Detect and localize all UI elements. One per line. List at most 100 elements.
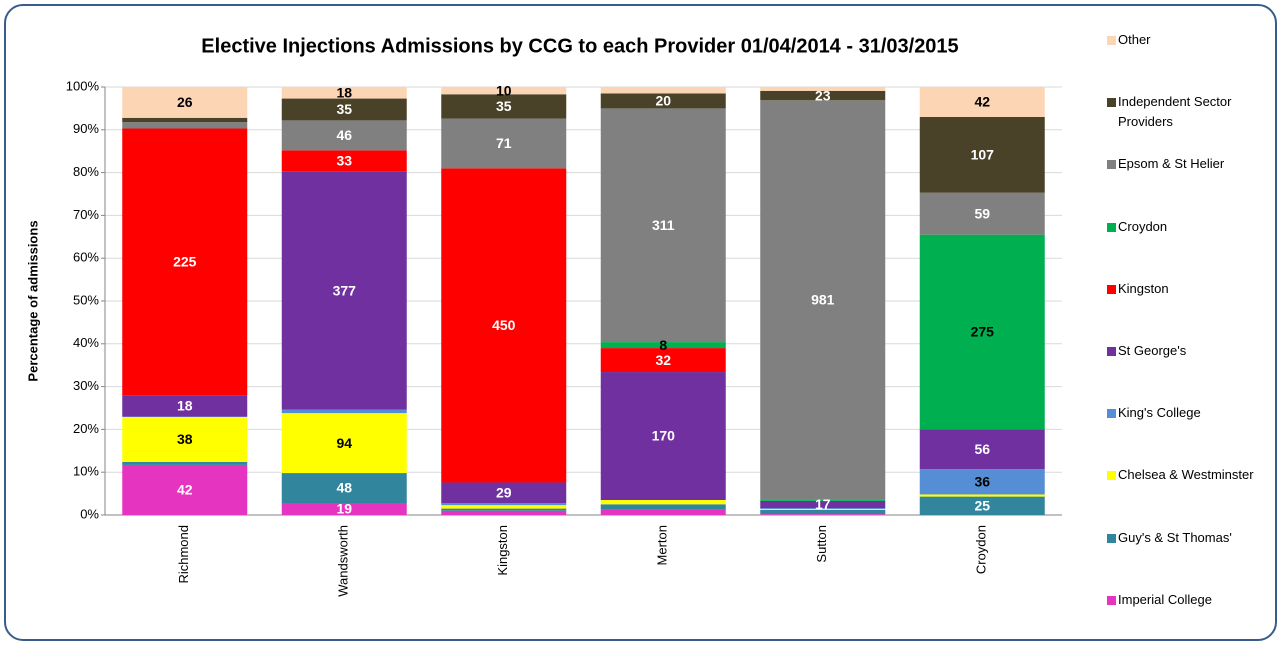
bar-segment [600, 87, 726, 94]
data-label: 36 [974, 474, 990, 490]
data-label: 56 [974, 441, 990, 457]
x-tick-label: Kingston [495, 525, 510, 576]
x-tick-label: Sutton [814, 525, 829, 563]
legend-label: Imperial College [1118, 591, 1212, 607]
data-label: 170 [652, 428, 676, 444]
bar-segment [122, 416, 248, 462]
data-label: 18 [336, 84, 352, 100]
y-axis-title: Percentage of admissions [25, 220, 40, 381]
legend-label: Chelsea & Westminster [1118, 467, 1254, 483]
legend-item: St George's [1107, 341, 1268, 361]
data-label: 33 [336, 153, 352, 169]
data-label: 311 [652, 217, 675, 233]
bar-segment [919, 496, 1045, 515]
data-label: 32 [655, 352, 671, 368]
data-label: 10 [496, 82, 512, 98]
bar-segment [281, 87, 407, 99]
y-tick-label: 90% [73, 121, 99, 136]
bar-segment [600, 500, 726, 505]
data-label: 35 [496, 98, 512, 114]
data-label: 26 [177, 94, 193, 110]
legend-item: Imperial College [1107, 590, 1268, 610]
bar-segment [441, 482, 567, 504]
bar-segment [760, 500, 886, 509]
bar-segment [122, 464, 248, 515]
bar-segment [122, 87, 248, 118]
bar-segment [760, 509, 886, 515]
x-tick-label: Richmond [176, 525, 191, 584]
legend-label: Kingston [1118, 280, 1169, 296]
data-label: 38 [177, 431, 193, 447]
legend-item: Independent Sector Providers [1107, 92, 1268, 132]
legend-item: Kingston [1107, 279, 1268, 299]
legend-swatch [1107, 471, 1116, 481]
bar-segment [919, 494, 1045, 497]
data-label: 20 [655, 93, 671, 109]
bar-segment [919, 116, 1045, 193]
bar-segment [600, 93, 726, 109]
bar-segment [122, 128, 248, 396]
legend-label: Epsom & St Helier [1118, 156, 1225, 172]
bar-segment [441, 168, 567, 483]
data-label: 94 [336, 435, 352, 451]
legend-swatch [1107, 284, 1116, 294]
legend-swatch [1107, 409, 1116, 419]
bar-segment [122, 461, 248, 465]
legend-swatch [1107, 160, 1116, 170]
legend-label: Other [1118, 32, 1151, 47]
legend-item: Other [1107, 30, 1268, 50]
legend-item: King's College [1107, 403, 1268, 423]
data-label: 23 [815, 87, 831, 103]
legend-swatch [1107, 347, 1116, 356]
legend-item: Guy's & St Thomas' [1107, 528, 1268, 548]
y-tick-label: 60% [73, 250, 99, 265]
bar-segment [760, 514, 886, 515]
bar-segment [281, 413, 407, 474]
bar-segment [760, 87, 886, 91]
bar-segment [281, 171, 407, 410]
data-label: 17 [815, 496, 831, 512]
data-label: 8 [659, 337, 667, 353]
bar-segment [281, 409, 407, 414]
bar-segment [760, 499, 886, 501]
bar-segment [441, 118, 567, 169]
legend-swatch [1107, 533, 1116, 543]
bar-segment [441, 94, 567, 119]
legend-label: Croydon [1118, 218, 1168, 234]
legend-swatch [1107, 98, 1116, 108]
bar-segment [600, 509, 726, 515]
data-label: 19 [336, 501, 352, 517]
legend-item: Croydon [1107, 217, 1268, 237]
data-label: 42 [177, 482, 193, 498]
bar-segment [760, 100, 886, 500]
y-tick-label: 100% [66, 78, 100, 93]
data-label: 71 [496, 135, 512, 151]
bar-segment [919, 234, 1045, 430]
x-tick-label: Croydon [974, 525, 989, 574]
data-label: 42 [974, 94, 990, 110]
data-label: 377 [333, 282, 357, 298]
legend-label: Independent Sector Providers [1118, 94, 1232, 130]
bar-segment [760, 90, 886, 101]
bar-segment [281, 473, 407, 504]
bar-segment [441, 87, 567, 95]
data-label: 450 [492, 317, 516, 333]
data-label: 225 [173, 254, 197, 270]
data-label: 275 [971, 324, 995, 340]
data-label: 59 [974, 205, 990, 221]
bar-segment [600, 108, 726, 343]
bar-segment [600, 372, 726, 501]
data-label: 18 [177, 398, 193, 414]
y-tick-label: 50% [73, 292, 99, 307]
data-label: 48 [336, 480, 352, 496]
legend-swatch [1107, 36, 1116, 45]
bar-segment [441, 503, 567, 506]
x-tick-label: Wandsworth [336, 525, 351, 597]
legend-swatch [1107, 222, 1116, 232]
x-tick-label: Merton [655, 525, 670, 565]
legend-item: Epsom & St Helier [1107, 154, 1268, 174]
data-label: 46 [336, 127, 352, 143]
bar-segment [760, 509, 886, 510]
